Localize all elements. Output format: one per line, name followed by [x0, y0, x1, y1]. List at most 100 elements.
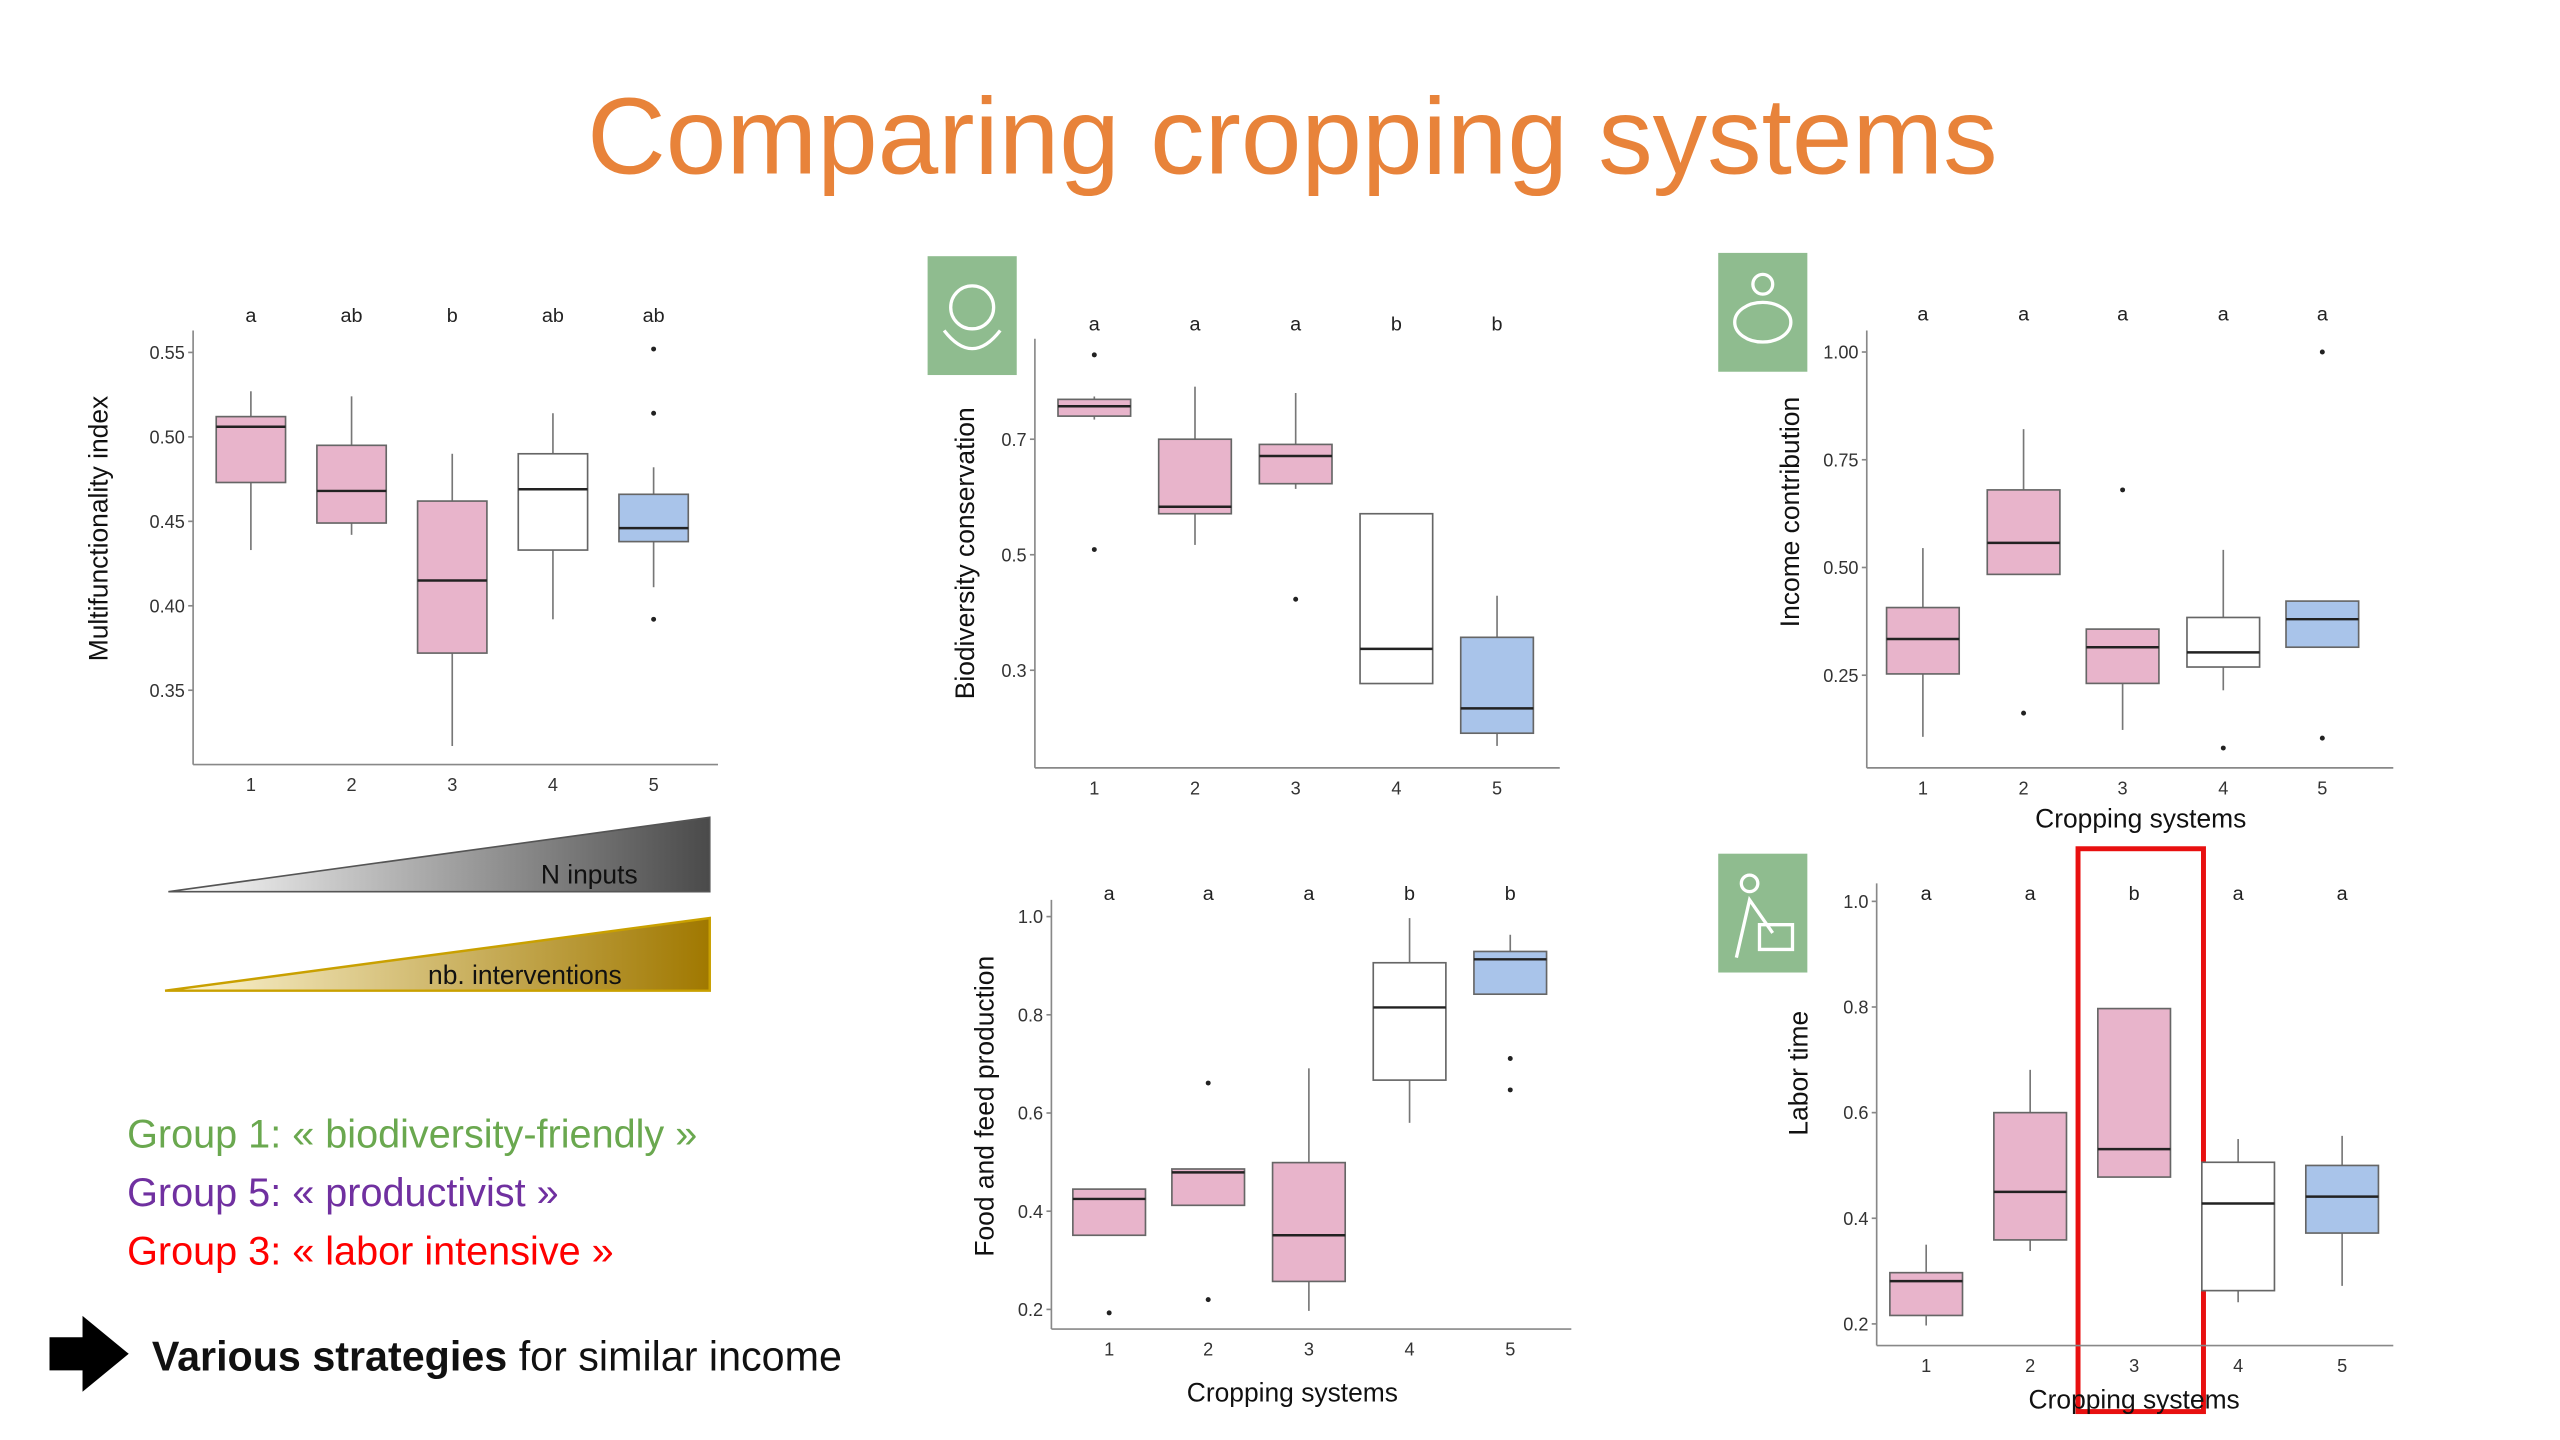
outlier: [1507, 1087, 1513, 1093]
y-tick-label: 1.0: [1018, 907, 1043, 927]
group-letter: a: [1203, 883, 1215, 905]
x-tick-label: 3: [2118, 778, 2128, 798]
outlier: [1091, 547, 1097, 553]
group-label: Group 5: « productivist »: [127, 1171, 559, 1215]
x-tick-label: 4: [2218, 778, 2228, 798]
box: [1473, 950, 1548, 996]
x-tick-label: 2: [1190, 778, 1200, 798]
y-tick-label: 0.55: [150, 343, 185, 363]
box: [416, 500, 488, 654]
x-tick-label: 3: [2129, 1356, 2139, 1376]
outlier: [2319, 349, 2325, 355]
group-letter: a: [1917, 304, 1929, 326]
box: [2304, 1164, 2380, 1234]
y-tick-label: 0.3: [1001, 661, 1026, 681]
y-tick-label: 0.50: [150, 427, 185, 447]
y-tick-label: 0.4: [1843, 1209, 1868, 1229]
outlier: [651, 346, 657, 352]
x-tick-label: 1: [1921, 1356, 1931, 1376]
x-tick-label: 5: [1492, 778, 1502, 798]
slide-title: Comparing cropping systems: [587, 76, 1998, 198]
y-tick-label: 0.40: [150, 596, 185, 616]
x-tick-label: 1: [246, 775, 256, 795]
icon: [927, 256, 1017, 376]
outlier: [1507, 1056, 1513, 1061]
outlier: [1205, 1080, 1211, 1086]
y-axis-label: Income contribution: [1775, 397, 1805, 627]
y-tick-label: 0.75: [1823, 450, 1858, 470]
x-tick-label: 3: [447, 775, 457, 795]
group-letter: b: [1404, 883, 1415, 905]
y-axis-label: Biodiversity conservation: [950, 407, 980, 699]
group-letter: a: [2018, 304, 2030, 326]
arrow: [49, 1315, 129, 1392]
x-tick-label: 3: [1304, 1339, 1314, 1359]
group-letter: ab: [341, 305, 363, 327]
group-letter: a: [1189, 313, 1201, 335]
group-letter: a: [1290, 313, 1302, 335]
box: [1271, 1161, 1347, 1283]
x-tick-label: 3: [1291, 778, 1301, 798]
x-axis-label: Cropping systems: [2035, 803, 2246, 833]
y-tick-label: 0.6: [1018, 1104, 1043, 1124]
outlier: [651, 616, 657, 622]
group-letter: b: [1505, 883, 1516, 905]
y-axis-label: Multifunctionality index: [83, 396, 113, 662]
group-letter: a: [1303, 883, 1315, 905]
box: [517, 452, 589, 551]
group-letter: ab: [542, 305, 564, 327]
box: [1889, 1271, 1964, 1317]
y-tick-label: 1.0: [1843, 892, 1868, 912]
y-tick-label: 0.50: [1823, 558, 1858, 578]
y-tick-label: 0.5: [1001, 545, 1026, 565]
group-letter: b: [2129, 883, 2140, 905]
group-label: Group 3: « labor intensive »: [127, 1230, 614, 1274]
x-tick-label: 2: [1203, 1339, 1213, 1359]
x-tick-label: 1: [1089, 778, 1099, 798]
outlier: [2021, 710, 2027, 716]
x-tick-label: 5: [2337, 1356, 2347, 1376]
outlier: [1293, 596, 1299, 602]
group-letter: a: [2233, 883, 2245, 905]
group-letter: a: [1104, 883, 1116, 905]
y-tick-label: 0.6: [1843, 1103, 1868, 1123]
conclusion: Various strategies for similar income: [152, 1333, 842, 1379]
trend-label: N inputs: [541, 859, 638, 889]
outlier: [2220, 745, 2226, 751]
highlight-box: [2075, 846, 2206, 1415]
outlier: [1205, 1297, 1211, 1303]
x-tick-label: 1: [1918, 778, 1928, 798]
group-letter: b: [1492, 313, 1503, 335]
trend-triangle: [164, 916, 711, 992]
outlier: [2319, 735, 2325, 741]
box: [2085, 628, 2160, 685]
group-letter: b: [447, 305, 458, 327]
box: [2201, 1161, 2276, 1292]
y-tick-label: 0.7: [1001, 430, 1026, 450]
outlier: [651, 410, 657, 416]
box: [2186, 616, 2261, 668]
box: [1258, 443, 1333, 485]
group-letter: b: [1391, 313, 1402, 335]
x-tick-label: 5: [2317, 778, 2327, 798]
x-tick-label: 4: [1391, 778, 1401, 798]
x-tick-label: 5: [649, 775, 659, 795]
y-tick-label: 0.35: [150, 681, 185, 701]
conclusion-rest: for similar income: [507, 1333, 842, 1379]
outlier: [1091, 352, 1097, 358]
group-letter: a: [2117, 304, 2129, 326]
box: [1372, 961, 1447, 1081]
x-tick-label: 4: [2233, 1356, 2243, 1376]
x-tick-label: 4: [1405, 1339, 1415, 1359]
group-letter: a: [1089, 313, 1101, 335]
group-letter: a: [2218, 304, 2230, 326]
box: [618, 493, 690, 543]
y-tick-label: 0.4: [1018, 1202, 1043, 1222]
y-tick-label: 1.00: [1823, 343, 1858, 363]
outlier: [1106, 1310, 1112, 1316]
box: [1171, 1168, 1246, 1207]
box: [2097, 1007, 2172, 1178]
box: [1885, 606, 1961, 675]
group-list: Group 1: « biodiversity-friendly » Group …: [127, 1112, 697, 1273]
y-axis-label: Food and feed production: [970, 956, 1000, 1257]
